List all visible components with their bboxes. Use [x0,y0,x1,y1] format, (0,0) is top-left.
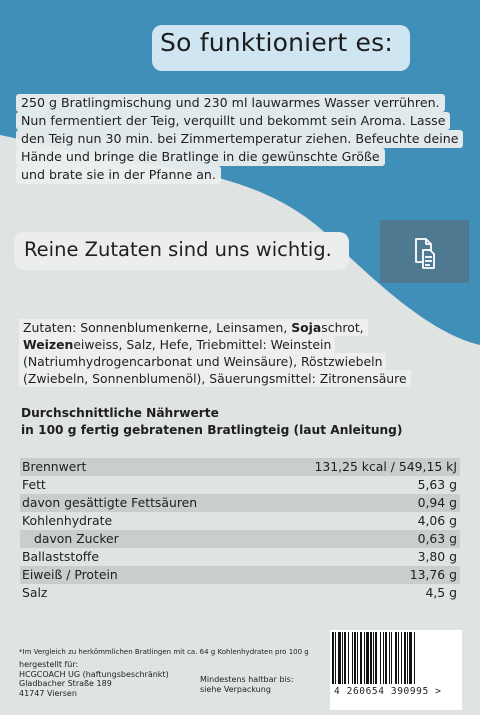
nutrition-row: Eiweiß / Protein 13,76 g [20,566,460,584]
document-copy-icon [415,238,435,269]
barcode-number: 4 260654 390995 > [334,686,442,697]
nutrition-row: Ballaststoffe 3,80 g [22,549,457,564]
barcode-bar [335,632,336,684]
nutrition-row: davon gesättigte Fettsäuren 0,94 g [20,494,460,512]
footnote: *Im Vergleich zu herkömmlichen Bratlinge… [19,648,309,656]
barcode-bar [366,632,369,684]
barcode-bar [370,632,372,684]
barcode-bar [391,632,392,684]
page-title: So funktioniert es: [160,28,393,57]
barcode-bar [373,632,374,684]
instruction-line: den Teig nun 30 min. bei Zimmertemperatu… [16,130,464,148]
barcode-bar [332,632,334,684]
nutrition-subheading: in 100 g fertig gebratenen Bratlingteig … [21,423,403,437]
manufacturer-address: hergestellt für: HCGCOACH UG (haftungsbe… [19,660,169,698]
best-before-note: Mindestens haltbar bis: siehe Verpackung [200,675,294,694]
barcode-bar [404,632,406,684]
barcode-bar [352,632,353,684]
barcode-bar [395,632,397,684]
barcode-bar [385,632,387,684]
allergen-soja: Soja [291,320,322,335]
nutrition-heading: Durchschnittliche Nährwerte [21,406,219,420]
instruction-line: und brate sie in der Pfanne an. [16,166,221,184]
ingredients-line: (Natriumhydrogencarbonat und Weinsäure),… [19,353,387,370]
barcode-bars [332,632,415,684]
barcode-bar [357,632,358,684]
ingredients-line: (Zwiebeln, Sonnenblumenöl), Säuerungsmit… [19,370,411,387]
nutrition-row: Brennwert 131,25 kcal / 549,15 kJ [20,458,460,476]
barcode-bar [344,632,346,684]
barcode-bar [401,632,402,684]
barcode-bar [360,632,362,684]
barcode-bar [375,632,377,684]
barcode-bar [414,632,415,684]
document-copy-button[interactable] [380,220,469,283]
ingredients-line: Weizeneiweiss, Salz, Hefe, Triebmittel: … [19,336,336,353]
instruction-line: 250 g Bratlingmischung und 230 ml lauwar… [16,94,445,112]
barcode-bar [380,632,381,684]
barcode-bar [409,632,412,684]
barcode-bar [348,632,349,684]
barcode-bar [398,632,399,684]
barcode-bar [389,632,390,684]
barcode-bar [407,632,408,684]
nutrition-row: Kohlenhydrate 4,06 g [22,513,457,528]
nutrition-row: Salz 4,5 g [22,585,457,600]
instruction-line: Nun fermentiert der Teig, verquillt und … [16,112,451,130]
barcode-bar [354,632,356,684]
nutrition-row: davon Zucker 0,63 g [20,530,460,548]
title-background [152,25,410,71]
instruction-line: Hände und bringe die Bratlinge in die ge… [16,148,385,166]
nutrition-row: Fett 5,63 g [22,477,457,492]
barcode-bar [383,632,384,684]
barcode-bar [338,632,341,684]
zutaten-title-background [14,232,349,270]
allergen-weizen: Weizen [23,337,74,352]
zutaten-title: Reine Zutaten sind uns wichtig. [24,238,332,261]
barcode-bar [364,632,365,684]
ingredients-line: Zutaten: Sonnenblumenkerne, Leinsamen, S… [19,319,368,336]
barcode: 4 260654 390995 > [330,630,462,710]
barcode-bar [342,632,343,684]
